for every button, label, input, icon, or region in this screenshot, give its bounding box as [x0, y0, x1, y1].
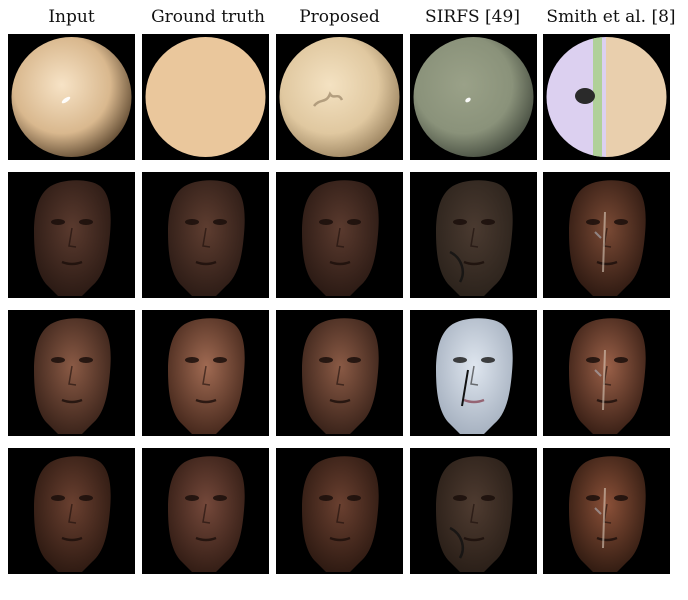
face-shape: [569, 456, 646, 572]
image-render: [276, 172, 403, 298]
specular-highlight: [465, 97, 471, 103]
image-render: [410, 34, 537, 160]
image-proposed-row-1: [276, 34, 403, 160]
image-ground-truth-row-4: [142, 448, 269, 574]
image-render: [410, 172, 537, 298]
image-sirfs-row-3: [410, 310, 537, 436]
face-shape: [436, 318, 513, 434]
image-render: [543, 34, 670, 160]
image-render: [410, 448, 537, 574]
image-sirfs-row-1: [410, 34, 537, 160]
image-sirfs-row-4: [410, 448, 537, 574]
image-render: [142, 448, 269, 574]
artifact-mark: [313, 91, 344, 107]
image-render: [8, 172, 135, 298]
image-ground-truth-row-2: [142, 172, 269, 298]
image-proposed-row-2: [276, 172, 403, 298]
image-render: [276, 310, 403, 436]
image-render: [543, 448, 670, 574]
column-header-ground-truth: Ground truth: [151, 7, 265, 27]
image-render: [543, 310, 670, 436]
image-sirfs-row-2: [410, 172, 537, 298]
face-shape: [436, 180, 513, 296]
column-header-input: Input: [48, 7, 95, 27]
face-shape: [34, 318, 111, 434]
image-render: [142, 310, 269, 436]
image-render: [142, 34, 269, 160]
face-shape: [34, 180, 111, 296]
image-input-row-2: [8, 172, 135, 298]
image-smith-row-1: [543, 34, 670, 160]
image-input-row-3: [8, 310, 135, 436]
specular-highlight: [61, 96, 71, 104]
sphere-shape: [11, 37, 132, 157]
image-render: [8, 34, 135, 160]
face-shape: [168, 318, 245, 434]
sphere-shape: [145, 37, 266, 157]
face-shape: [168, 180, 245, 296]
face-shape: [436, 456, 513, 572]
column-header-sirfs: SIRFS [49]: [425, 7, 520, 27]
image-smith-row-3: [543, 310, 670, 436]
image-input-row-4: [8, 448, 135, 574]
face-shape: [302, 180, 379, 296]
face-shape: [569, 318, 646, 434]
image-smith-row-2: [543, 172, 670, 298]
image-ground-truth-row-1: [142, 34, 269, 160]
image-smith-row-4: [543, 448, 670, 574]
image-render: [410, 310, 537, 436]
image-ground-truth-row-3: [142, 310, 269, 436]
image-render: [543, 172, 670, 298]
column-header-smith: Smith et al. [8]: [546, 7, 676, 27]
image-proposed-row-4: [276, 448, 403, 574]
image-render: [276, 34, 403, 160]
face-shape: [302, 318, 379, 434]
image-render: [8, 310, 135, 436]
image-input-row-1: [8, 34, 135, 160]
image-render: [142, 172, 269, 298]
face-shape: [302, 456, 379, 572]
column-header-proposed: Proposed: [299, 7, 380, 27]
image-render: [276, 448, 403, 574]
face-shape: [168, 456, 245, 572]
image-render: [8, 448, 135, 574]
sphere-shape: [413, 37, 534, 157]
image-proposed-row-3: [276, 310, 403, 436]
face-shape: [34, 456, 111, 572]
face-shape: [569, 180, 646, 296]
